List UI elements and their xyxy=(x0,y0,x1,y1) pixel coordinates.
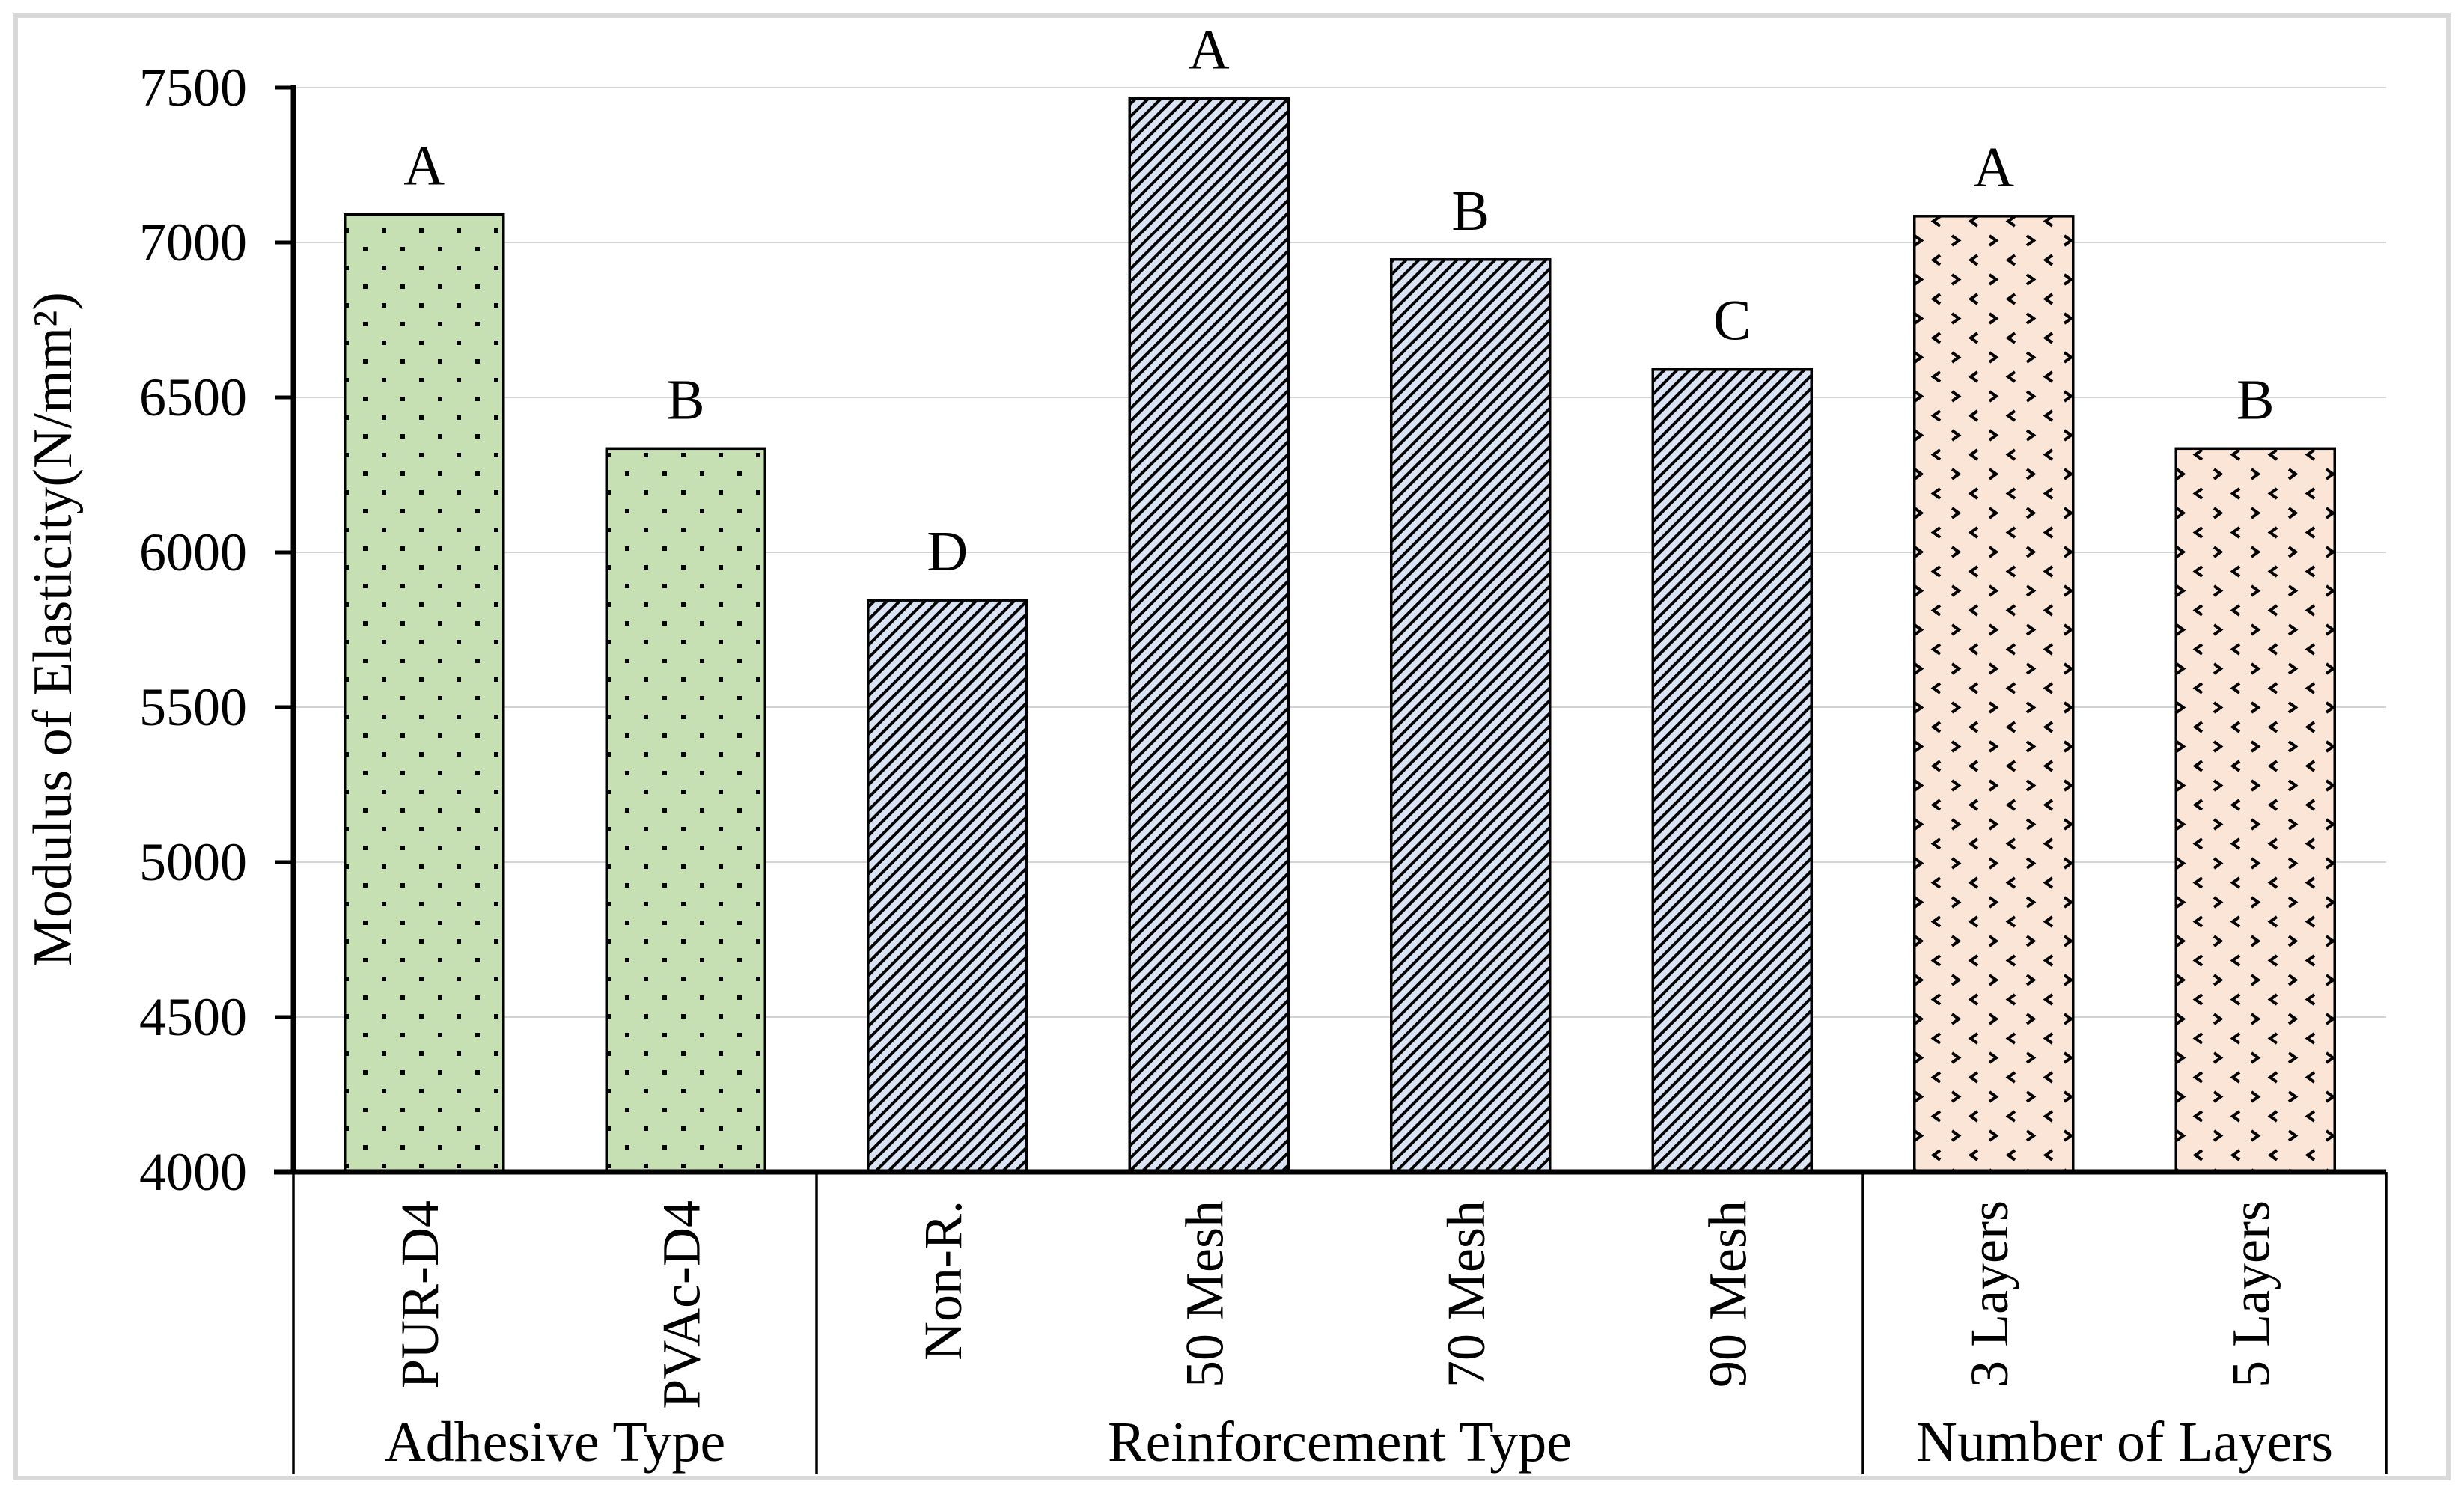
significance-letter: C xyxy=(1713,290,1751,352)
category-label: PVAc-D4 xyxy=(651,1200,711,1409)
y-tick-label: 5500 xyxy=(139,677,247,737)
significance-letter: B xyxy=(667,368,705,431)
y-tick-label: 7000 xyxy=(139,213,247,272)
y-tick-label: 6000 xyxy=(139,522,247,582)
bar-5-layers xyxy=(2174,447,2336,1173)
category-label: Non-R. xyxy=(913,1200,973,1361)
bar-90-mesh xyxy=(1651,367,1813,1173)
significance-letter: B xyxy=(2236,368,2275,431)
group-label: Number of Layers xyxy=(1916,1411,2333,1474)
y-tick-label: 7500 xyxy=(139,58,247,117)
bar-pvac-d4 xyxy=(605,447,766,1173)
significance-letter: A xyxy=(403,135,445,198)
bar-pur-d4 xyxy=(344,213,505,1173)
category-label: 50 Mesh xyxy=(1174,1200,1234,1387)
category-label: 90 Mesh xyxy=(1698,1200,1757,1387)
y-axis-title: Modulus of Elasticity(N/mm²) xyxy=(22,292,84,967)
category-label: 70 Mesh xyxy=(1436,1200,1496,1387)
significance-letter: D xyxy=(927,520,968,583)
category-label: 5 Layers xyxy=(2221,1200,2281,1387)
significance-letter: B xyxy=(1451,180,1489,242)
y-tick-label: 5000 xyxy=(139,832,247,892)
y-tick-label: 6500 xyxy=(139,367,247,427)
bar-non-r- xyxy=(867,599,1028,1173)
category-label: PUR-D4 xyxy=(390,1200,450,1389)
group-label: Adhesive Type xyxy=(385,1411,726,1474)
category-label: 3 Layers xyxy=(1960,1200,2019,1387)
bar-70-mesh xyxy=(1390,258,1552,1173)
bar-3-layers xyxy=(1913,215,2075,1173)
significance-letter: A xyxy=(1189,18,1230,81)
y-tick-label: 4000 xyxy=(139,1142,247,1202)
chart-area-border xyxy=(13,13,2451,1480)
bar-50-mesh xyxy=(1128,97,1290,1173)
significance-letter: A xyxy=(1973,136,2014,199)
y-tick-label: 4500 xyxy=(139,987,247,1047)
group-label: Reinforcement Type xyxy=(1108,1411,1572,1474)
